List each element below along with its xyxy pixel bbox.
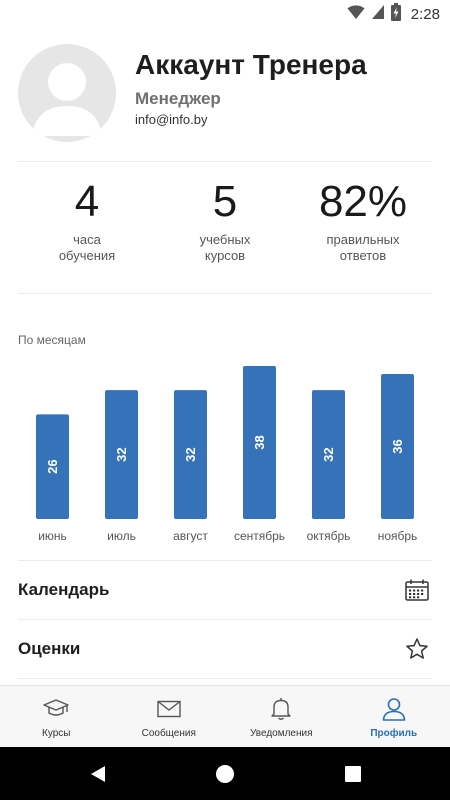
menu-label-grades: Оценки <box>18 639 81 658</box>
bar-value-label: 32 <box>114 447 129 461</box>
status-icons: 2:28 <box>347 2 440 26</box>
nav-item-messages[interactable]: Сообщения <box>113 686 226 747</box>
user-placeholder-icon[interactable] <box>18 44 116 142</box>
chart-bar <box>243 366 276 519</box>
divider <box>18 293 432 294</box>
status-bar: 2:28 <box>0 0 450 28</box>
chart-bar <box>36 414 69 519</box>
envelope-icon <box>156 697 182 721</box>
recents-icon[interactable] <box>342 763 364 785</box>
monthly-bar-chart: 26 июнь 32 июль 32 август 38 сентябрь 32 октябрь 3… <box>36 366 418 543</box>
menu-item-calendar[interactable]: Календарь <box>18 561 432 619</box>
divider <box>18 678 432 679</box>
stat-value: 4 <box>74 177 100 226</box>
chart-bar <box>174 390 207 519</box>
stat-label-line2: обучения <box>58 248 116 263</box>
star-icon <box>404 636 430 662</box>
menu-item-grades[interactable]: Оценки <box>18 620 432 678</box>
x-axis-tick-label: октябрь <box>307 529 351 543</box>
x-axis-tick-label: июнь <box>38 529 67 543</box>
battery-charging-icon <box>390 2 401 26</box>
stat-value: 5 <box>212 177 238 226</box>
profile-role: Менеджер <box>135 89 221 108</box>
chart-bar <box>381 374 414 519</box>
status-time: 2:28 <box>410 5 440 23</box>
bar-value-label: 32 <box>321 447 336 461</box>
stat-label-line1: правильных <box>326 232 400 247</box>
stat-hours: 4 часа обучения <box>18 180 156 280</box>
calendar-icon <box>404 577 430 603</box>
chart-bar <box>105 390 138 519</box>
bar-value-label: 32 <box>183 447 198 461</box>
chart-bar <box>312 390 345 519</box>
nav-item-notifications[interactable]: Уведомления <box>225 686 338 747</box>
stat-courses: 5 учебных курсов <box>156 180 294 280</box>
nav-item-courses[interactable]: Курсы <box>0 686 113 747</box>
profile-name: Аккаунт Тренера <box>135 49 367 80</box>
x-axis-tick-label: ноябрь <box>378 529 418 543</box>
stat-label-line1: часа <box>73 232 101 247</box>
nav-label-profile: Профиль <box>370 728 418 739</box>
user-icon <box>381 697 407 721</box>
nav-label-courses: Курсы <box>42 728 71 739</box>
bottom-navigation: Курсы Сообщения Уведомления Профиль <box>0 685 450 747</box>
stat-correct-answers: 82% правильных ответов <box>294 180 432 280</box>
bell-icon <box>268 697 294 721</box>
nav-label-messages: Сообщения <box>141 728 196 739</box>
system-navigation-bar <box>0 747 450 800</box>
divider <box>18 619 432 620</box>
x-axis-tick-label: сентябрь <box>234 529 285 543</box>
divider <box>18 560 432 561</box>
stat-label-line2: курсов <box>204 248 246 263</box>
x-axis-tick-label: август <box>173 529 208 543</box>
menu-label-calendar: Календарь <box>18 580 110 599</box>
nav-label-notifications: Уведомления <box>249 728 313 739</box>
nav-item-profile[interactable]: Профиль <box>338 686 450 747</box>
signal-icon <box>371 4 385 25</box>
wifi-icon <box>347 4 365 25</box>
chart-title: По месяцам <box>18 333 86 347</box>
home-icon[interactable] <box>214 763 236 785</box>
x-axis-tick-label: июль <box>107 529 136 543</box>
bar-value-label: 38 <box>252 435 267 449</box>
stat-label-line1: учебных <box>199 232 251 247</box>
bar-value-label: 36 <box>390 439 405 453</box>
stat-value: 82% <box>318 177 408 226</box>
divider <box>18 161 432 162</box>
stats-row: 4 часа обучения 5 учебных курсов 82% пра… <box>18 180 432 280</box>
profile-email: info@info.by <box>135 112 208 127</box>
graduation-cap-icon <box>43 697 69 721</box>
back-icon[interactable] <box>87 763 109 785</box>
profile-header: Аккаунт Тренера Менеджер info@info.by <box>0 28 450 160</box>
stat-label-line2: ответов <box>339 248 387 263</box>
bar-value-label: 26 <box>45 459 60 473</box>
